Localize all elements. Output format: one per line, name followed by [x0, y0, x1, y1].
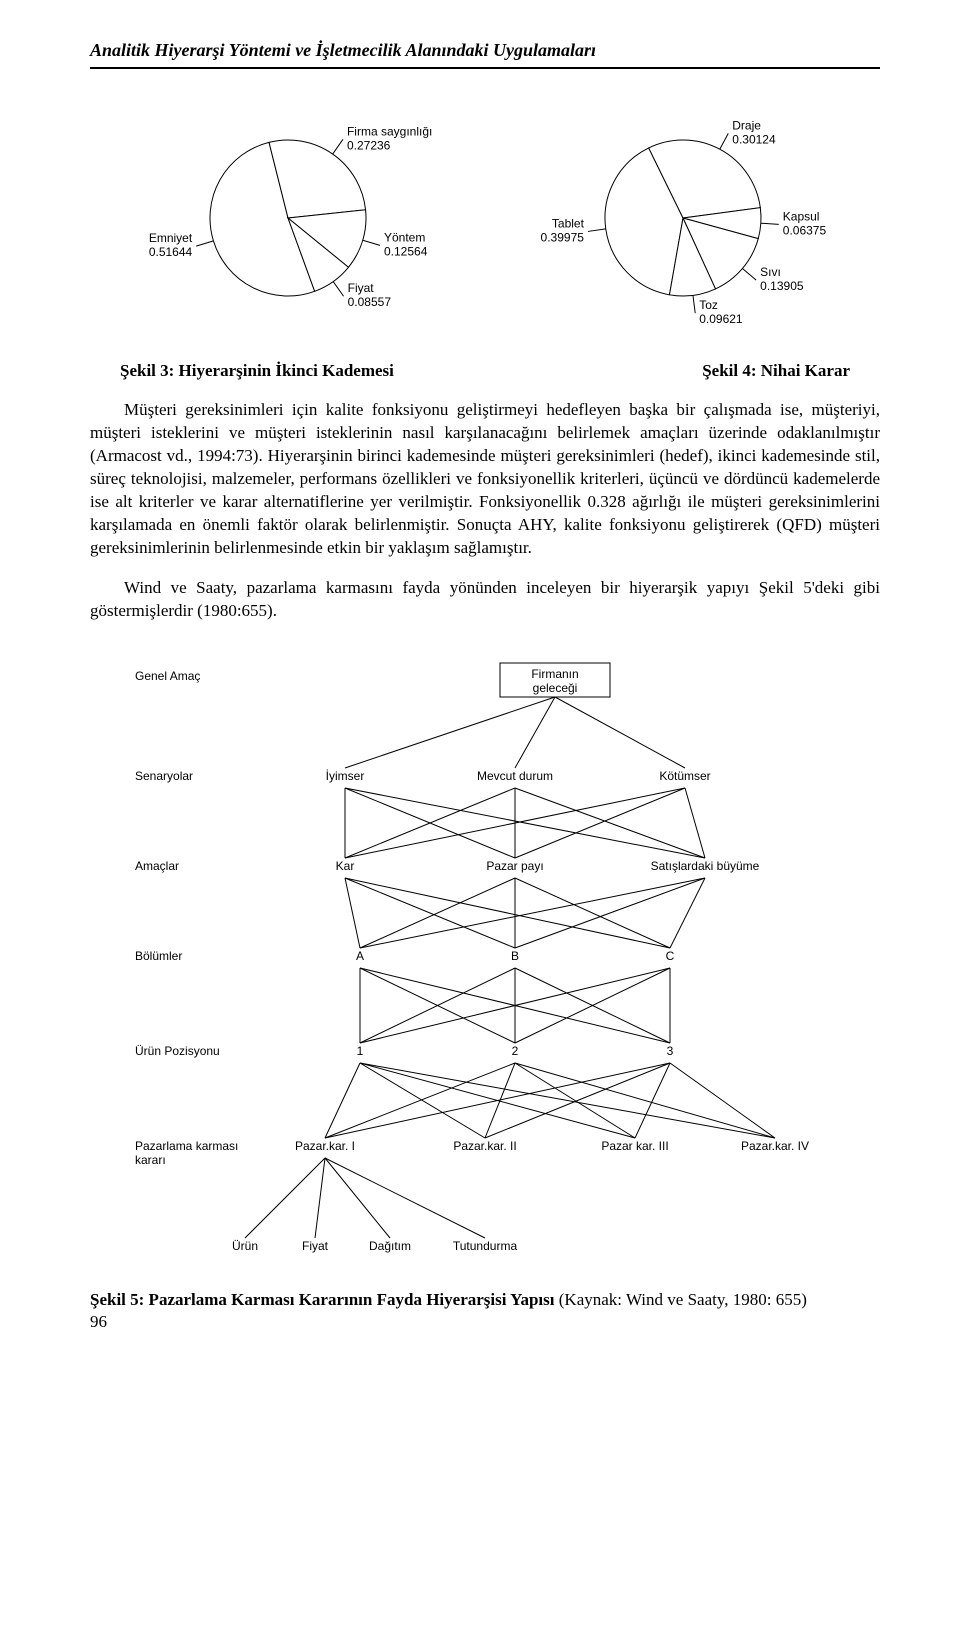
svg-text:0.27236: 0.27236: [346, 138, 390, 152]
hierarchy-svg: Genel Amaç Senaryolar Amaçlar Bölümler Ürün …: [115, 640, 855, 1280]
svg-text:A: A: [356, 949, 364, 963]
svg-text:0.06375: 0.06375: [782, 223, 826, 237]
svg-text:Dağıtım: Dağıtım: [369, 1239, 411, 1253]
svg-text:Senaryolar: Senaryolar: [135, 769, 193, 783]
running-header: Analitik Hiyerarşi Yöntemi ve İşletmecil…: [90, 40, 880, 69]
svg-text:2: 2: [512, 1044, 519, 1058]
pie-left-svg: Emniyet0.51644 Firma saygınlığı0.27236 Yön…: [113, 93, 463, 333]
paragraph-2: Wind ve Saaty, pazarlama karmasını fayda…: [90, 577, 880, 623]
svg-text:İyimser: İyimser: [326, 769, 365, 783]
svg-text:Firma saygınlığı: Firma saygınlığı: [346, 124, 431, 138]
pie-charts-row: Emniyet0.51644 Firma saygınlığı0.27236 Yön…: [90, 93, 880, 333]
svg-text:Ürün Pozisyonu: Ürün Pozisyonu: [135, 1044, 220, 1058]
svg-text:Pazar.kar. II: Pazar.kar. II: [453, 1139, 516, 1153]
svg-text:Bölümler: Bölümler: [135, 949, 182, 963]
svg-text:Tutundurma: Tutundurma: [453, 1239, 518, 1253]
svg-text:geleceği: geleceği: [533, 681, 578, 695]
svg-text:B: B: [511, 949, 519, 963]
pie-captions: Şekil 3: Hiyerarşinin İkinci Kademesi Şe…: [120, 361, 850, 381]
pie-right-wrap: Tablet0.39975 Draje0.30124 Kapsul0.06375 Sı…: [508, 93, 858, 333]
svg-text:C: C: [666, 949, 675, 963]
svg-text:1: 1: [357, 1044, 364, 1058]
svg-text:0.13905: 0.13905: [760, 279, 804, 293]
svg-text:Firmanın: Firmanın: [531, 667, 578, 681]
svg-text:Mevcut durum: Mevcut durum: [477, 769, 553, 783]
hierarchy-diagram-wrap: Genel Amaç Senaryolar Amaçlar Bölümler Ürün …: [90, 640, 880, 1280]
svg-text:0.12564: 0.12564: [384, 244, 428, 258]
figure5-caption-rest: (Kaynak: Wind ve Saaty, 1980: 655): [555, 1290, 807, 1309]
svg-text:Fiyat: Fiyat: [302, 1239, 329, 1253]
svg-text:Emniyet: Emniyet: [148, 231, 192, 245]
svg-text:0.51644: 0.51644: [148, 245, 192, 259]
svg-text:Satışlardaki büyüme: Satışlardaki büyüme: [651, 859, 760, 873]
svg-text:0.30124: 0.30124: [732, 132, 776, 146]
svg-text:Pazarlama karması: Pazarlama karması: [135, 1139, 238, 1153]
caption-fig3: Şekil 3: Hiyerarşinin İkinci Kademesi: [120, 361, 394, 381]
svg-text:Genel Amaç: Genel Amaç: [135, 669, 200, 683]
svg-text:Draje: Draje: [732, 118, 761, 132]
svg-text:Pazar kar. III: Pazar kar. III: [601, 1139, 668, 1153]
svg-text:0.09621: 0.09621: [699, 312, 743, 326]
page: Analitik Hiyerarşi Yöntemi ve İşletmecil…: [0, 0, 960, 1362]
pie-right-svg: Tablet0.39975 Draje0.30124 Kapsul0.06375 Sı…: [508, 93, 858, 333]
svg-text:Amaçlar: Amaçlar: [135, 859, 179, 873]
svg-text:Tablet: Tablet: [551, 216, 584, 230]
figure5-caption: Şekil 5: Pazarlama Karması Kararının Fay…: [90, 1290, 880, 1310]
pie-left-wrap: Emniyet0.51644 Firma saygınlığı0.27236 Yön…: [113, 93, 463, 333]
svg-text:Ürün: Ürün: [232, 1239, 258, 1253]
caption-fig4: Şekil 4: Nihai Karar: [702, 361, 850, 381]
paragraph-1: Müşteri gereksinimleri için kalite fonks…: [90, 399, 880, 560]
svg-text:0.08557: 0.08557: [347, 295, 391, 309]
figure5-caption-bold: Şekil 5: Pazarlama Karması Kararının Fay…: [90, 1290, 555, 1309]
svg-text:kararı: kararı: [135, 1153, 166, 1167]
svg-text:Kapsul: Kapsul: [782, 209, 819, 223]
svg-text:Kötümser: Kötümser: [659, 769, 710, 783]
page-number: 96: [90, 1312, 880, 1332]
svg-text:Sıvı: Sıvı: [760, 265, 781, 279]
svg-text:Pazar.kar. I: Pazar.kar. I: [295, 1139, 355, 1153]
svg-text:Toz: Toz: [699, 298, 718, 312]
svg-text:Yöntem: Yöntem: [384, 230, 425, 244]
svg-text:Pazar.kar. IV: Pazar.kar. IV: [741, 1139, 809, 1153]
svg-text:3: 3: [667, 1044, 674, 1058]
svg-text:0.39975: 0.39975: [540, 230, 584, 244]
svg-text:Pazar payı: Pazar payı: [486, 859, 543, 873]
svg-text:Fiyat: Fiyat: [347, 281, 374, 295]
svg-text:Kar: Kar: [336, 859, 355, 873]
